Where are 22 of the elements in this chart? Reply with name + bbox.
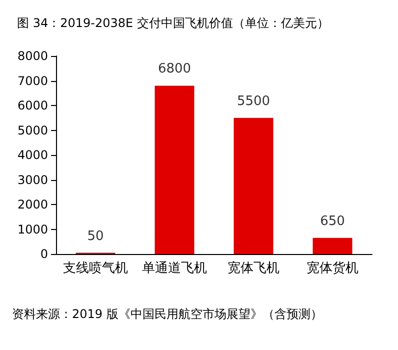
- y-tick-label: 8000: [17, 49, 48, 63]
- data-label: 5500: [236, 94, 270, 109]
- y-tick-label: 0: [40, 247, 48, 261]
- bar: [312, 238, 352, 254]
- y-tick-label: 1000: [17, 222, 48, 236]
- x-tick-label: 支线喷气机: [63, 261, 128, 276]
- y-tick-label: 2000: [17, 198, 48, 212]
- data-label: 50: [87, 228, 104, 244]
- x-tick-label: 宽体货机: [306, 260, 358, 276]
- chart-title: 图 34：2019-2038E 交付中国飞机价值（单位：亿美元）: [17, 16, 329, 30]
- bar: [234, 118, 274, 254]
- y-tick-label: 6000: [17, 98, 48, 112]
- y-tick-label: 5000: [17, 123, 48, 138]
- data-label: 6800: [158, 62, 192, 77]
- y-tick-label: 3000: [17, 172, 48, 187]
- x-tick-label: 单通道飞机: [142, 261, 207, 276]
- text: 资料来源：2019 版《中国民用航空市场展望》（含预测）: [12, 307, 322, 321]
- data-label: 650: [320, 214, 345, 229]
- y-tick-label: 4000: [17, 148, 48, 162]
- x-tick-label: 宽体飞机: [228, 260, 280, 276]
- bar: [154, 86, 194, 254]
- y-tick-label: 7000: [17, 74, 48, 88]
